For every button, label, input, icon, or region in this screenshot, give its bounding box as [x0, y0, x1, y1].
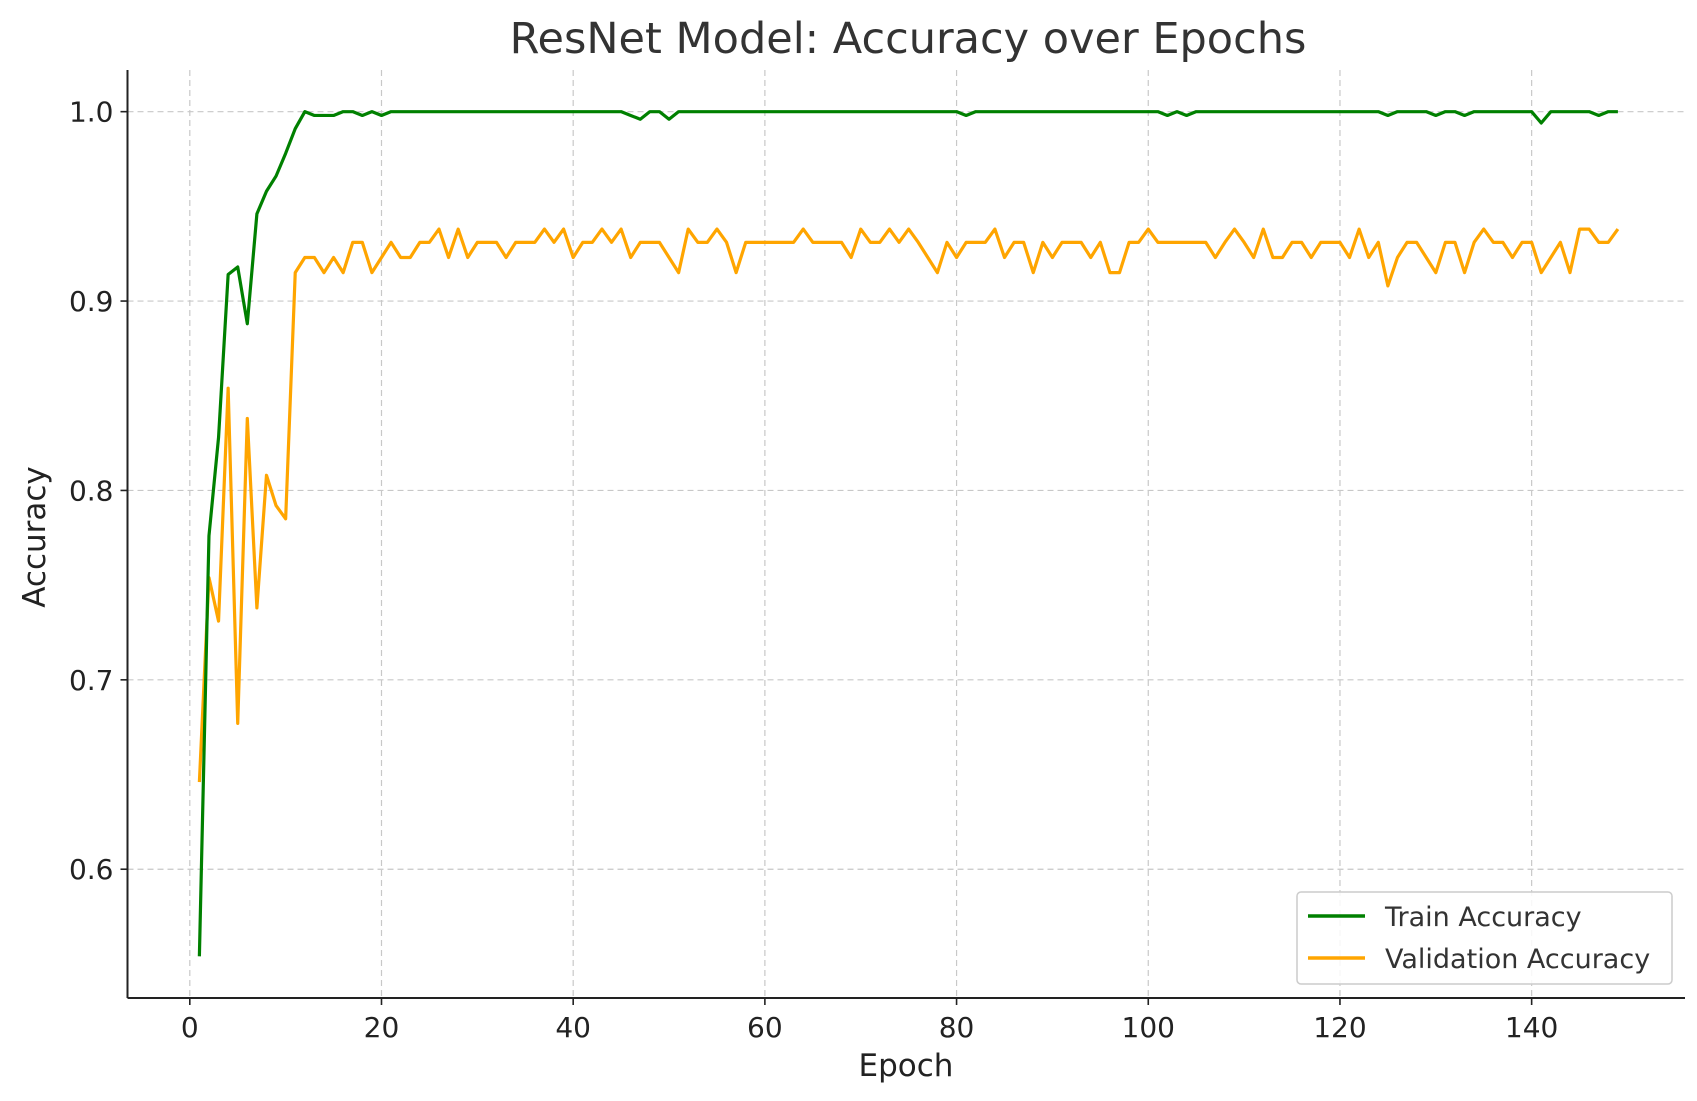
- legend-label-validation: Validation Accuracy: [1385, 944, 1650, 975]
- x-tick-label: 0: [181, 1011, 199, 1044]
- train-accuracy-line: [197, 110, 1618, 957]
- y-ticks: 0.6 0.7 0.8 0.9 1.0: [69, 96, 128, 886]
- chart-title: ResNet Model: Accuracy over Epochs: [510, 14, 1307, 64]
- validation-accuracy-line: [197, 227, 1620, 783]
- x-axis-label: Epoch: [859, 1048, 954, 1084]
- legend-label-train: Train Accuracy: [1384, 902, 1582, 933]
- x-tick-label: 20: [364, 1011, 400, 1044]
- y-axis-label: Accuracy: [17, 466, 53, 608]
- legend-box: [1296, 891, 1673, 985]
- y-tick-label: 0.8: [69, 474, 114, 507]
- x-tick-label: 100: [1122, 1011, 1175, 1044]
- x-ticks: 0 20 40 60 80 100 120 140: [181, 998, 1558, 1044]
- y-tick-label: 1.0: [69, 96, 114, 129]
- x-tick-label: 120: [1313, 1011, 1366, 1044]
- series-lines: [197, 110, 1620, 957]
- legend: Train Accuracy Validation Accuracy: [1296, 891, 1673, 985]
- x-tick-label: 80: [939, 1011, 975, 1044]
- y-tick-label: 0.9: [69, 285, 114, 318]
- grid-lines: [127, 70, 1685, 998]
- x-tick-label: 140: [1505, 1011, 1558, 1044]
- y-tick-label: 0.7: [69, 664, 114, 697]
- y-tick-label: 0.6: [69, 853, 114, 886]
- x-tick-label: 60: [747, 1011, 783, 1044]
- x-tick-label: 40: [555, 1011, 591, 1044]
- axes: [126, 70, 1685, 999]
